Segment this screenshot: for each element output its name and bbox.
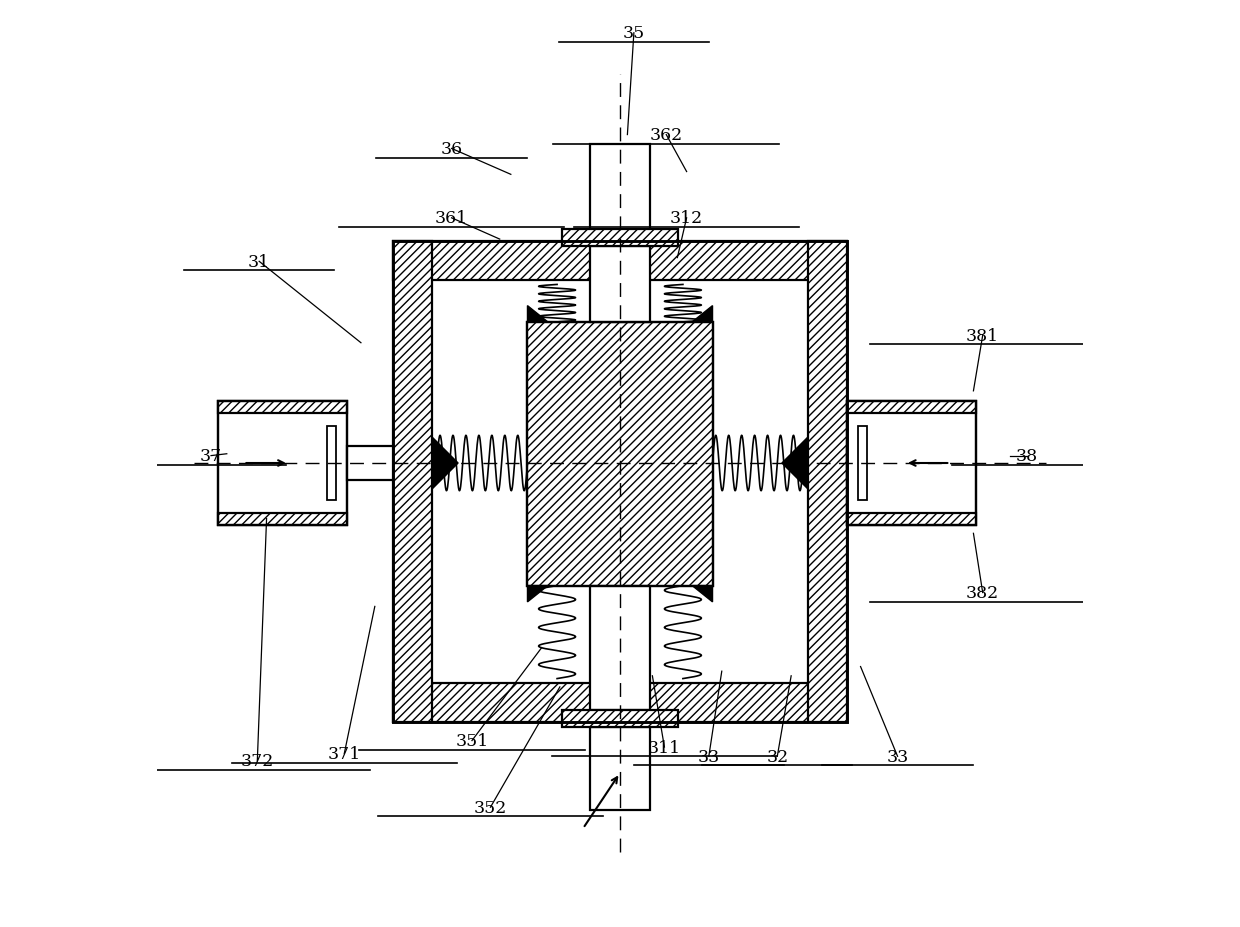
Polygon shape — [692, 306, 713, 323]
Bar — [527, 323, 713, 586]
Bar — [847, 401, 976, 526]
Bar — [847, 401, 976, 526]
Bar — [393, 242, 847, 722]
Text: 38: 38 — [1016, 448, 1038, 464]
Text: 33: 33 — [887, 748, 909, 765]
Text: 371: 371 — [327, 745, 361, 762]
Bar — [562, 230, 678, 247]
Bar — [326, 426, 336, 501]
Text: 381: 381 — [966, 327, 999, 345]
Text: 32: 32 — [766, 748, 789, 765]
Text: 31: 31 — [248, 253, 270, 271]
Bar — [217, 401, 347, 526]
Text: 372: 372 — [241, 753, 274, 769]
Bar — [847, 401, 976, 413]
Bar — [858, 426, 867, 501]
Bar — [807, 242, 847, 722]
Bar — [590, 727, 650, 810]
Text: 352: 352 — [474, 799, 507, 816]
Polygon shape — [692, 586, 713, 603]
Text: 361: 361 — [435, 210, 469, 227]
Text: 311: 311 — [647, 739, 681, 756]
Polygon shape — [433, 438, 458, 489]
Polygon shape — [782, 438, 807, 489]
Text: 35: 35 — [622, 25, 645, 43]
Text: 351: 351 — [455, 732, 489, 749]
Polygon shape — [527, 586, 548, 603]
Bar — [590, 247, 650, 323]
Text: 382: 382 — [966, 584, 999, 602]
Bar — [217, 401, 347, 413]
Text: 362: 362 — [650, 127, 683, 144]
Text: 312: 312 — [670, 210, 703, 227]
Bar — [562, 710, 678, 727]
Bar — [590, 145, 650, 230]
Bar — [347, 447, 393, 480]
Bar — [527, 323, 713, 586]
Text: 37: 37 — [200, 448, 222, 464]
Text: 33: 33 — [698, 748, 720, 765]
Bar — [393, 683, 847, 722]
Bar — [393, 242, 433, 722]
Bar — [590, 586, 650, 710]
Bar — [393, 242, 847, 281]
Bar — [217, 401, 347, 526]
Bar — [217, 514, 347, 526]
Polygon shape — [527, 306, 548, 323]
Bar — [847, 514, 976, 526]
Text: 36: 36 — [440, 141, 463, 158]
